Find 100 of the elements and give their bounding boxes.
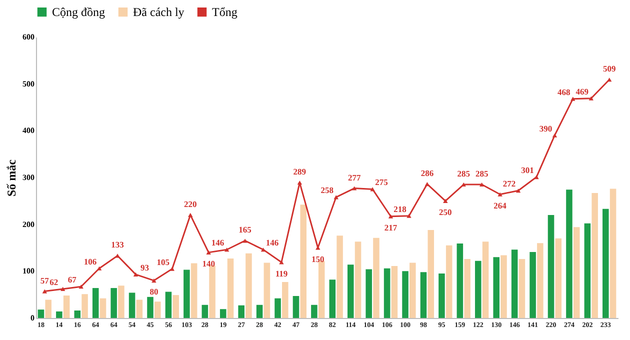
point <box>78 284 84 289</box>
bar <box>438 274 445 318</box>
point <box>461 182 466 187</box>
data-label: 140 <box>202 258 215 268</box>
point <box>279 260 284 264</box>
bar <box>456 244 464 318</box>
point <box>607 78 612 82</box>
data-label: 133 <box>111 240 124 250</box>
bar <box>311 304 318 318</box>
bar <box>420 272 427 318</box>
bar <box>592 192 598 318</box>
bar <box>45 300 52 318</box>
point <box>479 182 484 187</box>
bar <box>118 286 124 318</box>
bar <box>202 304 208 318</box>
bar <box>573 227 580 318</box>
point <box>388 214 394 218</box>
bar <box>209 266 216 318</box>
point <box>352 186 357 190</box>
bar <box>530 252 536 318</box>
point <box>42 289 47 294</box>
bar <box>329 280 336 318</box>
bar <box>227 258 234 318</box>
bar <box>610 188 616 318</box>
bar <box>238 305 244 318</box>
bar <box>318 260 325 318</box>
legend-label: Tổng <box>212 5 238 20</box>
point <box>133 272 138 276</box>
point <box>188 212 193 217</box>
data-label: 165 <box>238 224 252 235</box>
bar <box>246 253 252 318</box>
bar <box>384 268 390 318</box>
data-label: 285 <box>475 168 488 179</box>
bar <box>354 242 362 318</box>
bar <box>446 245 452 318</box>
data-label: 289 <box>293 166 306 177</box>
bar <box>366 269 372 318</box>
data-label: 105 <box>156 256 170 267</box>
y-tick-label: 200 <box>22 220 34 229</box>
data-label: 258 <box>320 185 334 196</box>
bar <box>154 302 161 318</box>
data-label: 150 <box>312 254 324 264</box>
point <box>260 248 266 252</box>
point <box>498 192 502 196</box>
point <box>152 278 156 283</box>
point <box>534 175 539 180</box>
data-label: 286 <box>420 168 434 178</box>
bar <box>63 296 70 318</box>
bar <box>336 236 343 318</box>
bar <box>428 230 434 318</box>
data-label: 275 <box>375 177 388 188</box>
data-label: 509 <box>602 64 616 74</box>
bar <box>292 296 300 318</box>
point <box>170 266 175 271</box>
bar <box>282 282 288 318</box>
bar <box>548 214 554 318</box>
data-label: 67 <box>68 274 78 285</box>
bar <box>500 255 507 318</box>
data-label: 272 <box>502 178 516 189</box>
point <box>242 238 248 243</box>
bar <box>274 298 281 318</box>
bar <box>584 223 591 318</box>
bar <box>56 311 62 318</box>
bar <box>373 238 380 318</box>
point <box>406 214 412 218</box>
bar <box>128 292 136 318</box>
bar <box>555 238 562 318</box>
point <box>516 188 521 193</box>
bar <box>566 190 572 318</box>
data-label: 390 <box>539 123 552 134</box>
bar <box>172 295 179 318</box>
data-label: 218 <box>394 204 406 214</box>
data-label: 146 <box>211 238 224 248</box>
bar <box>482 242 489 318</box>
y-tick-label: 100 <box>22 266 34 276</box>
bar <box>410 262 416 318</box>
bar <box>38 310 44 318</box>
point <box>552 133 558 138</box>
legend-label: Cộng đồng <box>52 5 106 20</box>
bar <box>184 270 190 318</box>
y-tick-label: 600 <box>22 32 34 42</box>
bar <box>220 309 226 318</box>
y-axis-title: Số mắc <box>4 158 18 196</box>
y-tick-label: 300 <box>22 173 34 182</box>
bar <box>92 288 99 318</box>
bar <box>391 266 398 318</box>
bar <box>402 271 408 318</box>
data-label: 277 <box>348 172 362 182</box>
point <box>443 198 448 203</box>
bar <box>537 243 544 318</box>
bar <box>493 257 500 318</box>
point <box>297 180 302 185</box>
data-label: 264 <box>494 200 508 210</box>
bar <box>256 304 263 318</box>
bar <box>475 260 482 318</box>
point <box>224 248 230 252</box>
y-tick-label: 500 <box>22 79 34 88</box>
data-label: 250 <box>439 206 452 217</box>
data-label: 93 <box>140 262 149 272</box>
bar <box>100 298 106 318</box>
